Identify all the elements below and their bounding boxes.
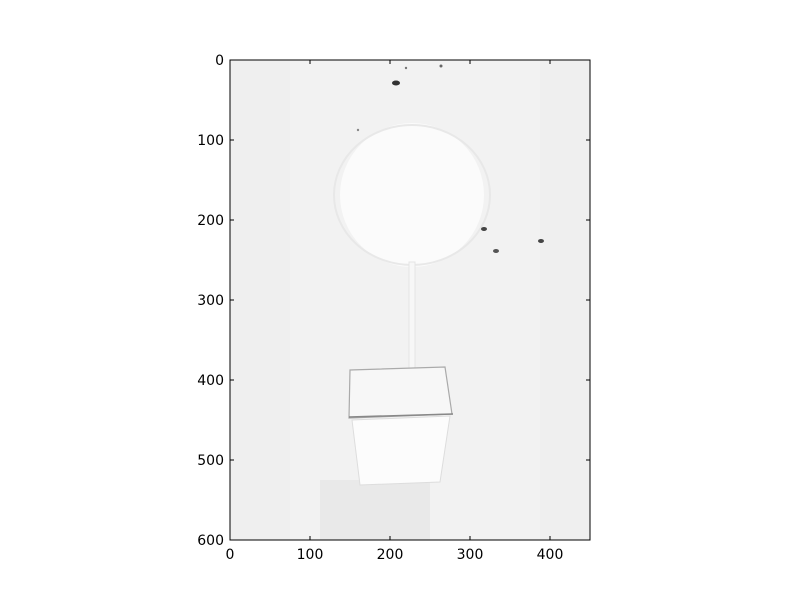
dark-speck (356, 128, 360, 132)
topiary-trunk (408, 261, 416, 373)
x-tick-label: 300 (457, 547, 484, 563)
dark-speck (493, 249, 499, 253)
x-tick-label: 100 (297, 547, 324, 563)
y-tick-label: 400 (197, 373, 224, 389)
y-tick-label: 100 (197, 133, 224, 149)
pot-body (351, 415, 451, 486)
image-plot-area (230, 60, 590, 540)
x-tick-label: 200 (377, 547, 404, 563)
image-left-shade (230, 60, 290, 540)
y-tick-label: 500 (197, 453, 224, 469)
dark-speck (439, 64, 443, 68)
y-tick-label: 600 (197, 533, 224, 549)
x-axis-ticks: 0 100 200 300 400 (226, 60, 564, 563)
image-right-shade (540, 60, 590, 540)
dark-speck (392, 80, 400, 86)
pot-rim-lower-edge (348, 413, 454, 418)
x-tick-label: 400 (537, 547, 564, 563)
dark-speck (481, 227, 487, 231)
dark-speck (404, 66, 408, 70)
topiary-crown (340, 123, 484, 267)
x-tick-label: 0 (226, 547, 235, 563)
y-tick-label: 300 (197, 293, 224, 309)
pot-rim (348, 366, 453, 419)
y-tick-label: 200 (197, 213, 224, 229)
dark-speck (538, 239, 544, 243)
image-pot-shadow (320, 480, 430, 540)
y-axis-ticks: 0 100 200 300 400 500 600 (197, 53, 590, 549)
y-tick-label: 0 (215, 53, 224, 69)
